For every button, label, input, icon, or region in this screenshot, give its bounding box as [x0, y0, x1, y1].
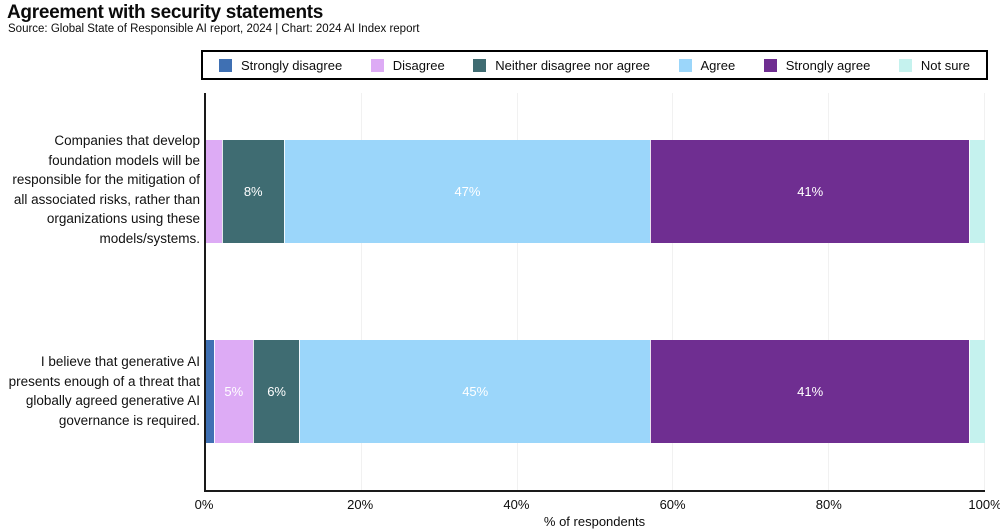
legend-item: Disagree	[370, 57, 445, 73]
gridline	[516, 93, 518, 490]
legend-swatch-not-sure	[898, 58, 912, 72]
stacked-bar-row: 8% 47% 41%	[206, 140, 985, 243]
x-axis-ticks: 0% 20% 40% 60% 80% 100%	[195, 497, 1000, 513]
bar-segment	[969, 140, 985, 243]
gridline	[984, 93, 985, 490]
legend-label: Strongly disagree	[241, 57, 343, 73]
legend-label: Neither disagree nor agree	[495, 57, 650, 73]
legend-item: Strongly disagree	[219, 58, 342, 73]
bar-segment: 41%	[650, 140, 970, 243]
bar-segment: 47%	[283, 140, 651, 243]
legend-item: Not sure	[898, 57, 970, 73]
legend-swatch-neither	[473, 58, 487, 72]
bar-segment: 8%	[221, 140, 284, 243]
legend-item: Strongly agree	[763, 57, 871, 73]
legend-swatch-strongly-disagree	[219, 58, 232, 72]
category-label: I believe that generative AI presents en…	[8, 354, 200, 428]
bar-segment: 5%	[213, 340, 253, 443]
gridline	[672, 93, 674, 490]
legend-swatch-disagree	[370, 58, 384, 72]
bar-segment: 6%	[252, 340, 300, 443]
plot-area: 8% 47% 41% 5% 6% 45% 41%	[204, 93, 985, 492]
legend-label: Agree	[700, 57, 736, 73]
legend-label: Disagree	[392, 57, 445, 73]
gridline	[828, 93, 830, 490]
legend-label: Strongly agree	[785, 57, 871, 73]
bar-segment	[206, 140, 222, 243]
category-label: Companies that develop foundation models…	[12, 133, 200, 246]
x-tick-label: 0%	[194, 497, 214, 512]
bar-segment	[969, 340, 985, 443]
bar-segment: 45%	[299, 340, 650, 443]
x-tick-label: 80%	[815, 497, 842, 512]
page-title: Agreement with security statements	[7, 2, 324, 23]
chart-source-note: Source: Global State of Responsible AI r…	[8, 23, 420, 35]
x-tick-label: 40%	[503, 497, 530, 512]
x-tick-label: 100%	[968, 497, 1000, 512]
bar-segment: 41%	[650, 340, 970, 443]
legend-swatch-strongly-agree	[763, 58, 777, 72]
x-tick-label: 20%	[347, 497, 374, 512]
bar-segment	[206, 340, 214, 443]
legend-item: Agree	[678, 57, 736, 73]
legend-item: Neither disagree nor agree	[473, 58, 650, 73]
stacked-bar-row: 5% 6% 45% 41%	[206, 340, 985, 443]
x-axis-label: % of respondents	[543, 514, 646, 529]
legend-swatch-agree	[678, 58, 692, 72]
gridline	[360, 93, 362, 490]
x-tick-label: 60%	[659, 497, 686, 512]
legend-label: Not sure	[920, 57, 970, 73]
legend: Strongly disagree Disagree Neither disag…	[201, 50, 988, 80]
